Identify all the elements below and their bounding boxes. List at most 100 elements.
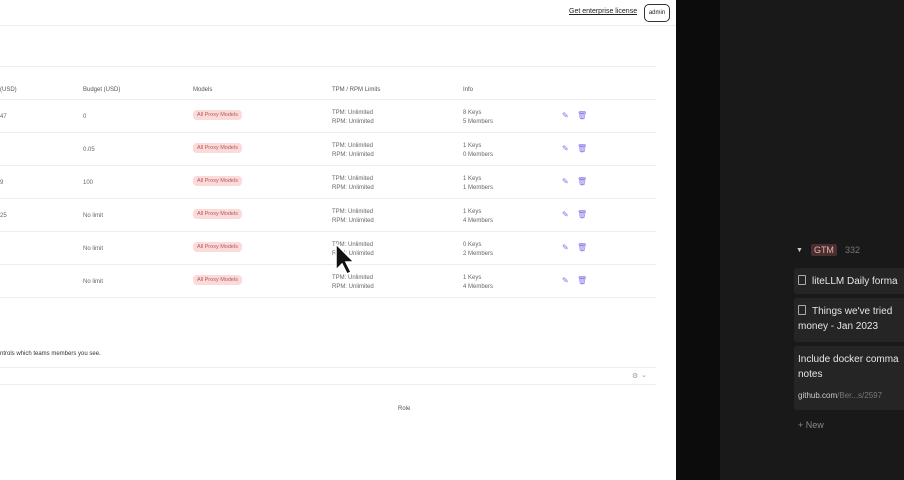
members-count: 2 Members: [463, 251, 494, 257]
keys-count: 1 Keys: [463, 209, 482, 215]
trash-icon[interactable]: 🗑: [577, 243, 588, 252]
models-pill: All Proxy Models: [193, 209, 242, 219]
limits-cell: TPM: Unlimited RPM: Unlimited: [332, 241, 374, 259]
models-pill: All Proxy Models: [193, 275, 242, 285]
keys-count: 0 Keys: [463, 242, 482, 248]
tpm-limit: TPM: Unlimited: [332, 110, 374, 116]
members-count: 1 Members: [463, 185, 494, 191]
user-badge[interactable]: admin: [644, 4, 670, 22]
limits-cell: TPM: Unlimited RPM: Unlimited: [332, 109, 374, 127]
document-icon: [798, 275, 806, 285]
note-card[interactable]: Things we've tried money - Jan 2023: [794, 298, 904, 342]
window-gap: [676, 0, 720, 480]
budget-cell: No limit: [83, 279, 104, 285]
enterprise-license-link[interactable]: Get enterprise license: [569, 8, 638, 15]
teams-panel: Get enterprise license admin (USD) Budge…: [0, 0, 676, 412]
header-budget: Budget (USD): [83, 87, 121, 93]
table-row: 47 0 All Proxy Models TPM: Unlimited RPM:…: [0, 100, 656, 133]
document-icon: [798, 305, 806, 315]
rpm-limit: RPM: Unlimited: [332, 185, 374, 191]
spend-cell: 25: [0, 213, 7, 219]
table-row: 9 100 All Proxy Models TPM: Unlimited RPM…: [0, 166, 656, 199]
edit-icon[interactable]: ✎: [562, 177, 569, 186]
header-info: Info: [463, 87, 474, 93]
rpm-limit: RPM: Unlimited: [332, 152, 374, 158]
models-pill: All Proxy Models: [193, 143, 242, 153]
members-count: 4 Members: [463, 218, 494, 224]
note-card[interactable]: liteLLM Daily forma: [794, 268, 904, 294]
note-card[interactable]: Include docker comma notes github.com/Ber…: [794, 346, 904, 410]
card-title: liteLLM Daily forma: [812, 276, 898, 287]
info-cell: 1 Keys 0 Members: [463, 142, 493, 160]
edit-icon[interactable]: ✎: [562, 243, 569, 252]
header-spend: (USD): [0, 87, 17, 93]
notes-sidebar: ▼ GTM 332 liteLLM Daily forma Things we'…: [720, 0, 904, 480]
models-pill: All Proxy Models: [193, 110, 242, 120]
tpm-limit: TPM: Unlimited: [332, 275, 374, 281]
budget-cell: No limit: [83, 246, 104, 252]
info-cell: 0 Keys 2 Members: [463, 241, 493, 259]
github-link[interactable]: github.com/Ber...s/2597: [798, 388, 904, 403]
chevron-down-icon[interactable]: ⌄: [641, 372, 647, 379]
edit-icon[interactable]: ✎: [562, 144, 569, 153]
group-count: 332: [844, 245, 860, 255]
table-row: 25 No limit All Proxy Models TPM: Unlimi…: [0, 199, 656, 232]
link-domain: github.com: [798, 391, 838, 400]
tpm-limit: TPM: Unlimited: [332, 143, 374, 149]
role-header: Role: [398, 406, 411, 412]
tpm-limit: TPM: Unlimited: [332, 242, 374, 248]
card-title: Include docker comma: [798, 354, 899, 365]
rpm-limit: RPM: Unlimited: [332, 218, 374, 224]
members-note: ntrols which teams members you see.: [0, 351, 101, 357]
rpm-limit: RPM: Unlimited: [332, 284, 374, 290]
gear-icon[interactable]: ⚙: [632, 373, 639, 380]
spend-cell: 47: [0, 114, 7, 120]
table-row: No limit All Proxy Models TPM: Unlimited…: [0, 265, 656, 298]
tpm-limit: TPM: Unlimited: [332, 176, 374, 182]
rpm-limit: RPM: Unlimited: [332, 119, 374, 125]
spend-cell: 9: [0, 180, 4, 186]
keys-count: 1 Keys: [463, 176, 482, 182]
budget-cell: 0.05: [83, 147, 95, 153]
models-pill: All Proxy Models: [193, 242, 242, 252]
keys-count: 8 Keys: [463, 110, 482, 116]
budget-cell: 0: [83, 114, 87, 120]
info-cell: 8 Keys 5 Members: [463, 109, 493, 127]
mouse-cursor-icon: [335, 242, 356, 276]
new-button[interactable]: + New: [798, 420, 824, 430]
card-title-cont: notes: [798, 369, 823, 380]
edit-icon[interactable]: ✎: [562, 111, 569, 120]
trash-icon[interactable]: 🗑: [577, 144, 588, 153]
trash-icon[interactable]: 🗑: [577, 177, 588, 186]
collapse-triangle-icon[interactable]: ▼: [796, 246, 803, 254]
top-bar: Get enterprise license admin: [0, 0, 676, 26]
rpm-limit: RPM: Unlimited: [332, 251, 374, 257]
members-count: 5 Members: [463, 119, 494, 125]
group-tag: GTM: [810, 244, 837, 256]
edit-icon[interactable]: ✎: [562, 210, 569, 219]
trash-icon[interactable]: 🗑: [577, 111, 588, 120]
edit-icon[interactable]: ✎: [562, 276, 569, 285]
trash-icon[interactable]: 🗑: [577, 276, 588, 285]
budget-cell: No limit: [83, 213, 104, 219]
trash-icon[interactable]: 🗑: [577, 210, 588, 219]
members-count: 4 Members: [463, 284, 494, 290]
keys-count: 1 Keys: [463, 143, 482, 149]
keys-count: 1 Keys: [463, 275, 482, 281]
info-cell: 1 Keys 4 Members: [463, 274, 493, 292]
header-models: Models: [193, 87, 213, 93]
team-selector[interactable]: ⚙ ⌄: [0, 367, 656, 385]
link-path: /Ber...s/2597: [837, 391, 883, 400]
teams-table: (USD) Budget (USD) Models TPM / RPM Limi…: [0, 66, 656, 298]
limits-cell: TPM: Unlimited RPM: Unlimited: [332, 208, 374, 226]
tpm-limit: TPM: Unlimited: [332, 209, 374, 215]
models-pill: All Proxy Models: [193, 176, 242, 186]
info-cell: 1 Keys 4 Members: [463, 208, 493, 226]
table-header: (USD) Budget (USD) Models TPM / RPM Limi…: [0, 66, 656, 100]
table-row: 0.05 All Proxy Models TPM: Unlimited RPM:…: [0, 133, 656, 166]
table-row: No limit All Proxy Models TPM: Unlimited…: [0, 232, 656, 265]
info-cell: 1 Keys 1 Members: [463, 175, 493, 193]
budget-cell: 100: [83, 180, 94, 186]
members-count: 0 Members: [463, 152, 494, 158]
group-header[interactable]: ▼ GTM 332: [796, 244, 860, 256]
